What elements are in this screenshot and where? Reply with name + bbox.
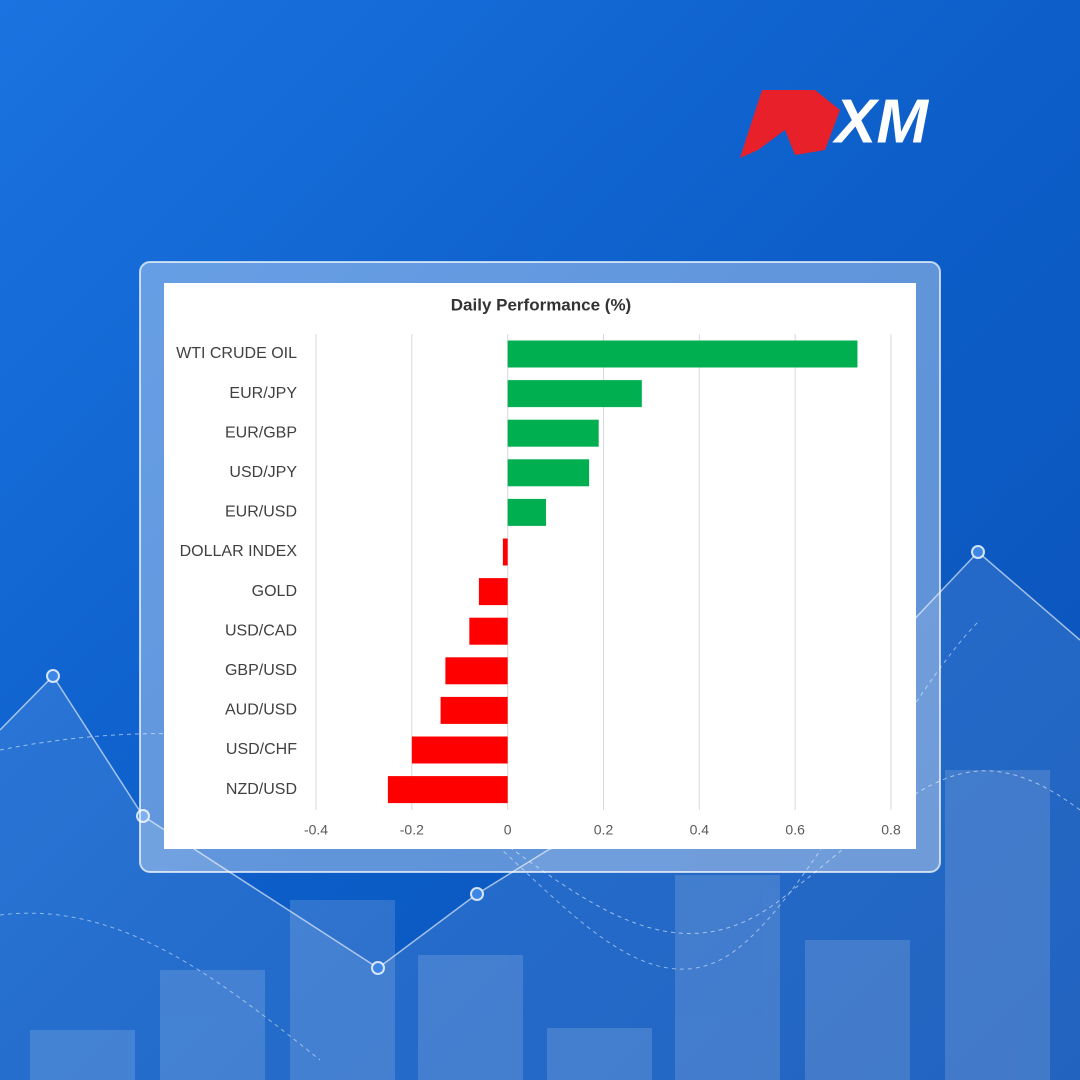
x-tick-label: -0.4 bbox=[304, 822, 328, 838]
x-tick-label: 0.2 bbox=[594, 822, 614, 838]
y-tick-label: USD/CHF bbox=[226, 741, 297, 758]
bar bbox=[507, 419, 599, 447]
y-tick-label: EUR/GBP bbox=[225, 424, 297, 441]
y-tick-label: GBP/USD bbox=[225, 662, 297, 679]
logo: XM bbox=[832, 87, 929, 156]
decor-dots bbox=[46, 545, 985, 975]
bar bbox=[411, 736, 508, 764]
decor-dashed bbox=[0, 619, 981, 1061]
logo-mark bbox=[740, 90, 840, 158]
y-tick-label: GOLD bbox=[252, 583, 297, 600]
y-tick-label: NZD/USD bbox=[226, 781, 297, 798]
y-tick-label: EUR/JPY bbox=[229, 385, 297, 402]
x-tick-label: 0.8 bbox=[881, 822, 901, 838]
y-tick-label: AUD/USD bbox=[225, 702, 297, 719]
chart-title: Daily Performance (%) bbox=[451, 295, 631, 314]
y-tick-label: USD/JPY bbox=[229, 464, 297, 481]
y-tick-label: WTI CRUDE OIL bbox=[176, 345, 297, 362]
bar bbox=[445, 657, 508, 685]
x-tick-label: -0.2 bbox=[400, 822, 424, 838]
decor-area bbox=[0, 552, 1080, 1080]
bar bbox=[469, 617, 508, 645]
chart-area bbox=[164, 283, 916, 849]
bar bbox=[440, 696, 508, 724]
bar bbox=[387, 776, 508, 804]
bar bbox=[507, 380, 642, 408]
decor-dashed bbox=[0, 733, 1080, 934]
bar bbox=[507, 498, 546, 526]
x-tick-label: 0.4 bbox=[690, 822, 710, 838]
y-tick-label: DOLLAR INDEX bbox=[180, 543, 298, 560]
x-tick-label: 0 bbox=[504, 822, 512, 838]
bar bbox=[502, 538, 508, 566]
x-tick-label: 0.6 bbox=[785, 822, 805, 838]
y-tick-label: EUR/USD bbox=[225, 504, 297, 521]
bar bbox=[507, 459, 590, 487]
bar bbox=[507, 340, 858, 368]
bar bbox=[478, 578, 508, 606]
decor-bars bbox=[30, 770, 1050, 1080]
y-tick-label: USD/CAD bbox=[225, 622, 297, 639]
